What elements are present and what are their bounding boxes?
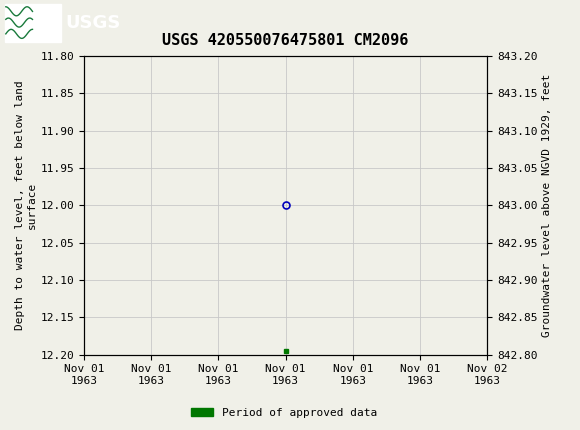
Y-axis label: Depth to water level, feet below land
surface: Depth to water level, feet below land su… <box>15 80 37 330</box>
Bar <box>5 3 61 42</box>
Text: USGS: USGS <box>66 14 121 31</box>
Title: USGS 420550076475801 CM2096: USGS 420550076475801 CM2096 <box>162 33 409 48</box>
Y-axis label: Groundwater level above NGVD 1929, feet: Groundwater level above NGVD 1929, feet <box>542 74 552 337</box>
Legend: Period of approved data: Period of approved data <box>187 403 382 422</box>
